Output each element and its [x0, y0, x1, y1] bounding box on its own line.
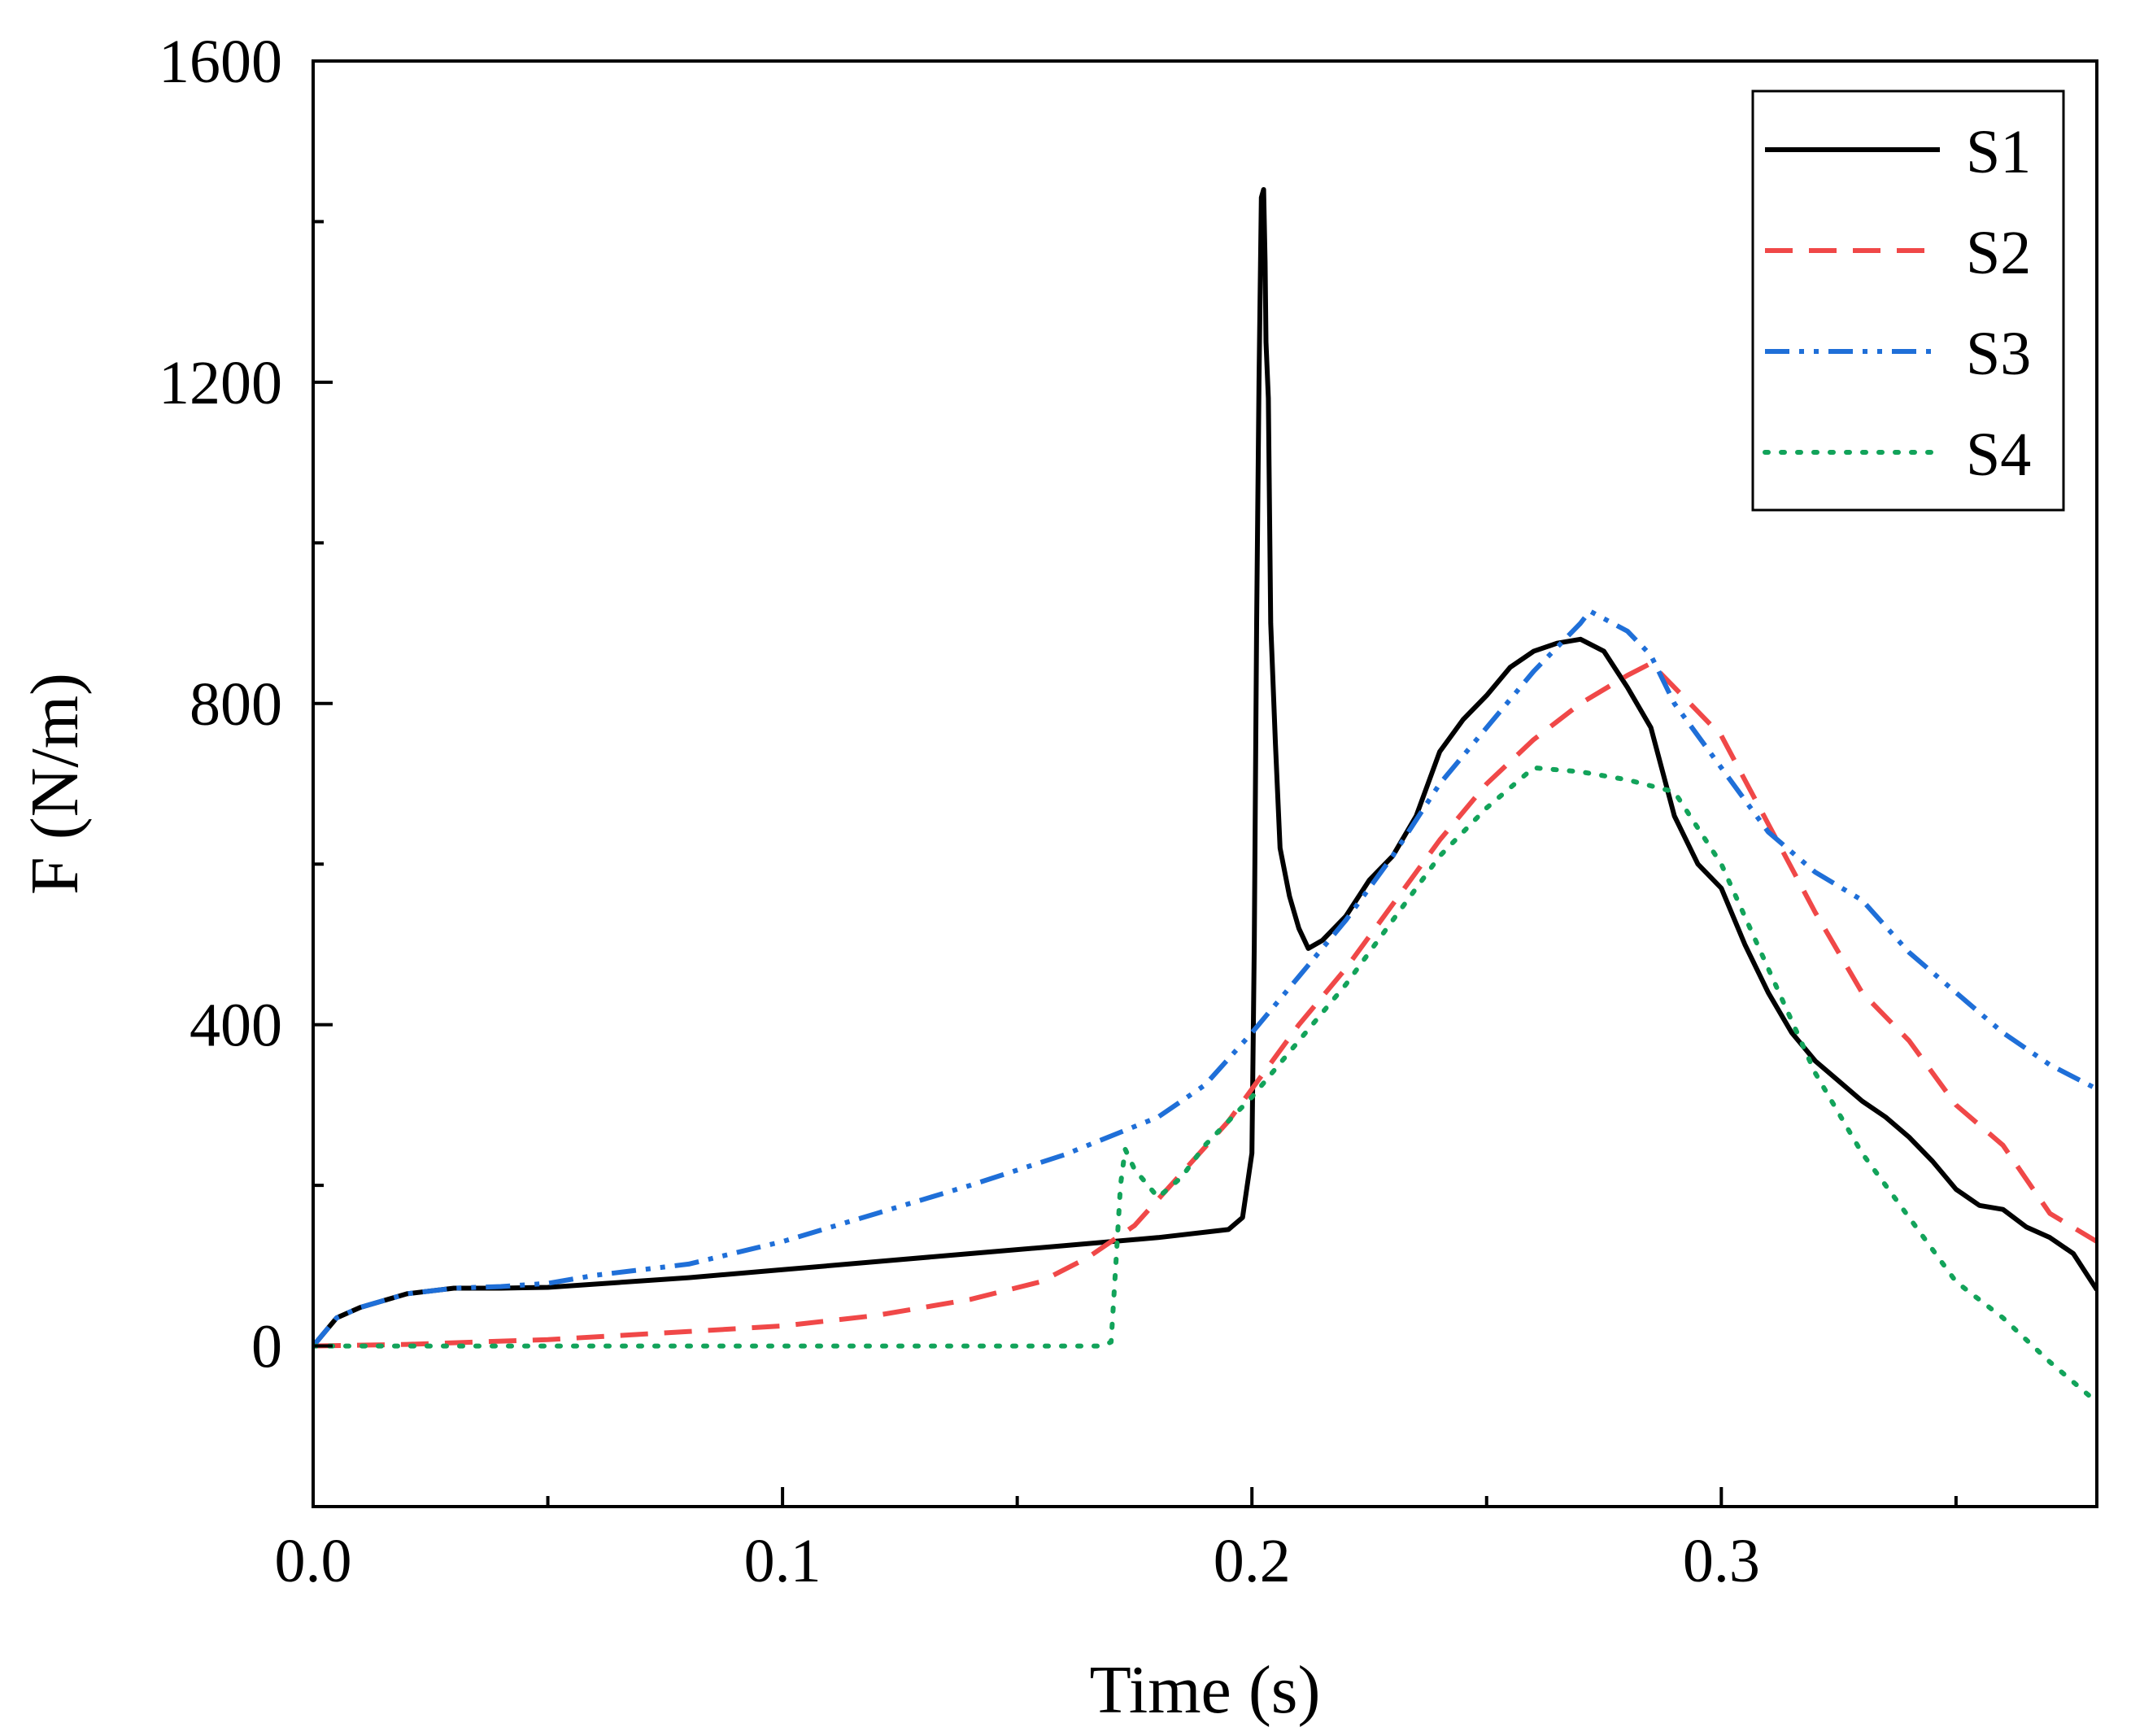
ticks-layer: [312, 59, 1958, 1508]
x-axis-title: Time (s): [1090, 1652, 1321, 1728]
legend: S1 S2 S3 S4: [1751, 89, 2065, 512]
x-tick-label: 0.3: [1683, 1527, 1760, 1595]
series-line-s4: [313, 765, 2097, 1405]
y-axis-title: F (N/m): [17, 673, 93, 895]
series-line-s1: [313, 187, 2097, 1348]
legend-label-s4: S4: [1966, 421, 2031, 489]
y-tick-label: 800: [190, 670, 282, 739]
tick-labels-layer: 0.0 0.1 0.2 0.3 0 400 800 1200 1600: [159, 28, 1760, 1595]
legend-box: [1751, 89, 2065, 512]
legend-label-s1: S1: [1966, 118, 2031, 186]
y-tick-label: 400: [190, 992, 282, 1060]
plot-frame: [312, 59, 2098, 1508]
legend-label-s2: S2: [1966, 219, 2031, 287]
series-line-s3: [313, 608, 2097, 1348]
x-tick-label: 0.1: [744, 1527, 821, 1595]
y-tick-label: 1200: [159, 349, 282, 417]
x-tick-label: 0.0: [275, 1527, 352, 1595]
y-tick-label: 1600: [159, 28, 282, 96]
x-tick-label: 0.2: [1214, 1527, 1291, 1595]
legend-label-s3: S3: [1966, 320, 2031, 388]
series-line-s2: [313, 661, 2097, 1349]
y-tick-label: 0: [251, 1313, 282, 1381]
series-layer: [313, 187, 2097, 1405]
